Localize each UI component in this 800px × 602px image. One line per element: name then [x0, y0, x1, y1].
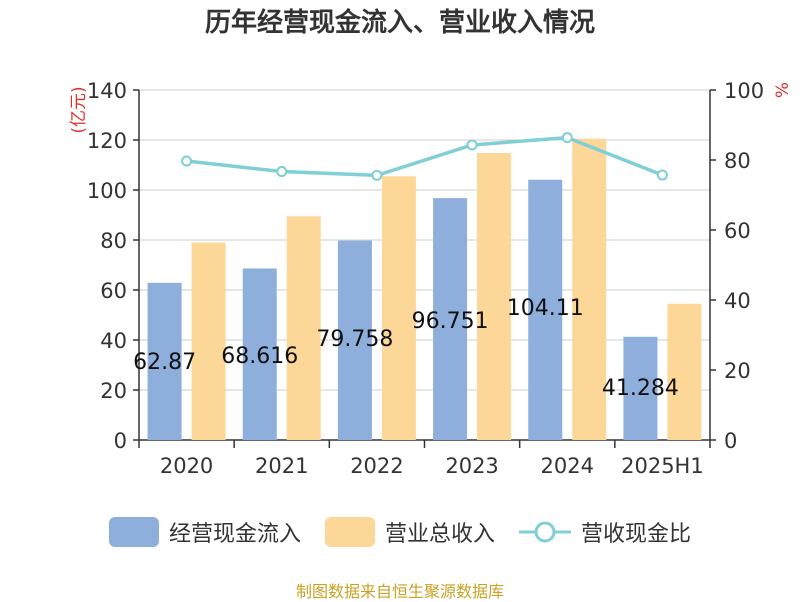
x-tick-label: 2025H1	[621, 454, 704, 478]
bar-revenue	[667, 303, 702, 440]
bar-revenue	[477, 153, 512, 440]
bar-cash-inflow	[433, 198, 468, 440]
legend-swatch-revenue	[324, 517, 375, 547]
data-label-cash-inflow: 68.616	[221, 344, 298, 369]
point-ratio	[656, 169, 668, 181]
y-left-tick-label: 80	[100, 229, 127, 253]
y-right-tick-label: 20	[724, 359, 751, 383]
y-right-tick-label: 100	[724, 79, 764, 103]
y-right-tick-label: 40	[724, 289, 751, 313]
point-ratio	[371, 169, 383, 181]
data-label-cash-inflow: 104.11	[507, 296, 584, 321]
y-left-tick-label: 140	[87, 79, 127, 103]
y-left-tick-label: 20	[100, 379, 127, 403]
point-ratio	[466, 139, 478, 151]
data-label-cash-inflow: 96.751	[412, 309, 489, 334]
data-label-cash-inflow: 79.758	[316, 327, 393, 352]
bar-revenue	[381, 176, 416, 440]
y-left-tick-label: 60	[100, 279, 127, 303]
data-source-note: 制图数据来自恒生聚源数据库	[295, 582, 504, 601]
y-right-axis-label: %	[773, 82, 793, 98]
y-right-tick-label: 80	[724, 149, 751, 173]
bar-cash-inflow	[528, 179, 563, 440]
bar-revenue	[286, 216, 321, 440]
y-right-tick-label: 60	[724, 219, 751, 243]
y-left-tick-label: 40	[100, 329, 127, 353]
legend-label-cash-inflow: 经营现金流入	[168, 522, 301, 547]
legend-item-revenue[interactable]: 营业总收入	[324, 516, 495, 548]
bar-cash-inflow	[337, 240, 372, 440]
x-tick-label: 2022	[350, 454, 403, 478]
legend: 经营现金流入 营业总收入 营收现金比	[0, 516, 800, 548]
legend-label-revenue: 营业总收入	[384, 522, 495, 547]
x-tick-label: 2024	[541, 454, 594, 478]
data-label-cash-inflow: 41.284	[602, 376, 679, 401]
legend-label-ratio: 营收现金比	[581, 522, 692, 547]
point-ratio	[276, 166, 288, 178]
y-right-tick-label: 0	[724, 429, 737, 453]
chart-title: 历年经营现金流入、营业收入情况	[204, 8, 595, 38]
legend-swatch-ratio	[519, 521, 571, 543]
x-tick-label: 2020	[160, 454, 213, 478]
y-left-axis-label: (亿元)	[69, 86, 89, 133]
bar-cash-inflow	[242, 268, 277, 440]
line-ratio	[186, 135, 664, 178]
data-label-cash-inflow: 62.87	[133, 350, 196, 375]
legend-item-cash-inflow[interactable]: 经营现金流入	[108, 516, 301, 548]
bar-cash-inflow	[147, 282, 182, 440]
bar-revenue	[572, 138, 607, 440]
x-tick-label: 2021	[255, 454, 308, 478]
bar-cash-inflow	[623, 336, 658, 440]
y-left-tick-label: 120	[87, 129, 127, 153]
bar-revenue	[191, 242, 226, 440]
x-tick-label: 2023	[445, 454, 498, 478]
point-ratio	[561, 132, 573, 144]
legend-swatch-cash-inflow	[108, 517, 159, 547]
point-ratio	[181, 155, 193, 167]
y-left-tick-label: 100	[87, 179, 127, 203]
legend-item-ratio[interactable]: 营收现金比	[519, 516, 691, 548]
y-left-tick-label: 0	[114, 429, 127, 453]
